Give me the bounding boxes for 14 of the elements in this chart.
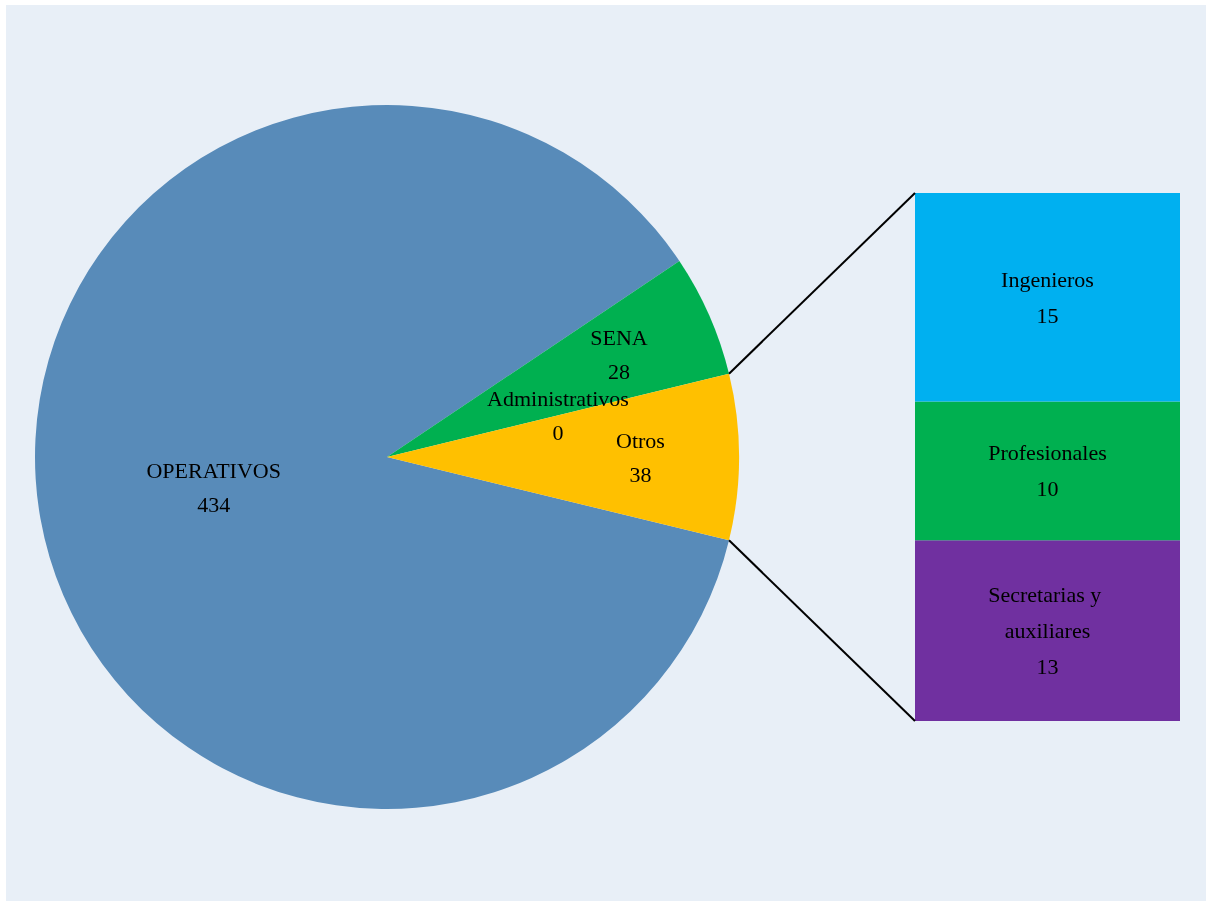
series-label: Ingenieros xyxy=(1001,266,1094,292)
slice-label: OPERATIVOS xyxy=(146,458,281,484)
data-label: 434 xyxy=(197,492,231,518)
series-label: Secretarias y auxiliares xyxy=(988,582,1107,644)
slice-label: SENA xyxy=(590,325,648,351)
data-label: 13 xyxy=(1036,654,1059,680)
slice-label: Otros xyxy=(615,427,665,453)
data-label: 28 xyxy=(607,359,630,385)
series-label: Profesionales xyxy=(988,440,1107,466)
data-label: 10 xyxy=(1036,476,1059,502)
category-label: Administrativos xyxy=(487,385,629,411)
data-label: 38 xyxy=(629,461,652,487)
text: 0 xyxy=(552,419,564,445)
data-label: 15 xyxy=(1036,302,1059,328)
